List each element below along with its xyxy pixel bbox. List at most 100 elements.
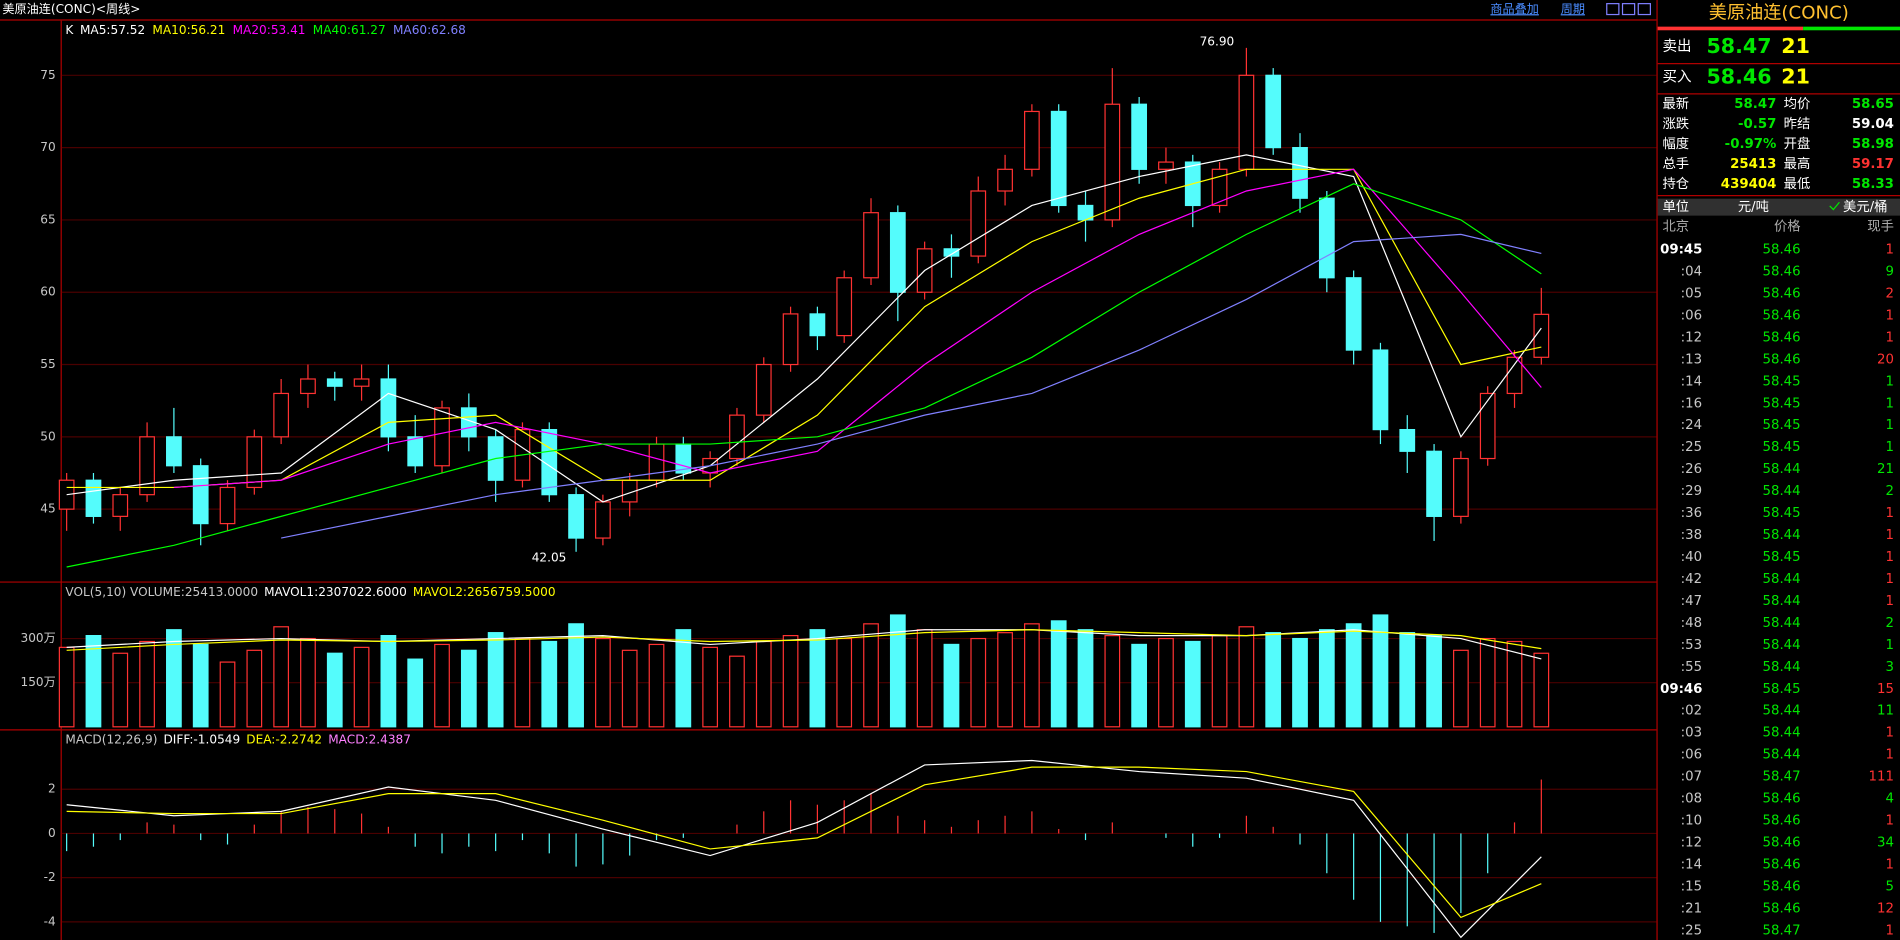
- tick-volume: 2: [1885, 616, 1893, 631]
- candle-body: [997, 168, 1013, 192]
- tick-time: :04: [1681, 264, 1702, 279]
- macd-legend: DIFF:-1.0549: [163, 733, 240, 747]
- tick-price: 58.44: [1763, 704, 1801, 719]
- mavol-line: [66, 629, 1542, 651]
- y-tick-label: -2: [44, 870, 56, 884]
- volume-bar: [1265, 632, 1282, 728]
- icon[interactable]: [1637, 3, 1651, 16]
- candle-body: [380, 378, 397, 438]
- tick-time: :06: [1681, 308, 1702, 323]
- candle-body: [809, 313, 826, 337]
- ma-line: [66, 183, 1542, 568]
- window-title: 美原油连(CONC)<周线>: [2, 1, 140, 16]
- candle-body: [112, 494, 129, 517]
- volume-bar: [621, 649, 638, 728]
- tick-volume: 1: [1885, 528, 1893, 543]
- candle-body: [970, 190, 987, 257]
- overlay-link[interactable]: 商品叠加: [1490, 1, 1538, 16]
- volume-bar: [434, 643, 450, 728]
- tick-time: 09:45: [1660, 243, 1702, 258]
- legend-entry: MA60:62.68: [393, 23, 466, 37]
- tick-time: :36: [1681, 506, 1702, 521]
- tick-time: :12: [1681, 836, 1702, 851]
- tick-time: :07: [1681, 770, 1702, 785]
- volume-bar: [943, 643, 960, 728]
- volume-bar: [889, 614, 906, 728]
- legend-entry: MA10:56.21: [152, 23, 225, 37]
- stat-label: 总手: [1663, 156, 1690, 172]
- candle-body: [1318, 197, 1335, 279]
- volume-bar: [1024, 623, 1040, 728]
- tick-price: 58.44: [1763, 594, 1801, 609]
- candle-body: [246, 436, 263, 489]
- volume-bar: [353, 646, 370, 728]
- stat-value: 58.33: [1852, 177, 1894, 192]
- window-icons[interactable]: [1606, 3, 1651, 16]
- tick-time: :06: [1681, 748, 1702, 763]
- volume-bar: [1506, 640, 1523, 728]
- volume-bar: [863, 623, 879, 728]
- volume-bar: [380, 635, 397, 728]
- stat-value: 439404: [1721, 177, 1777, 192]
- volume-bar: [487, 632, 504, 728]
- volume-bar: [836, 637, 853, 728]
- legend-label: K: [65, 23, 74, 37]
- sell-price: 58.47: [1706, 34, 1771, 58]
- icon[interactable]: [1621, 3, 1636, 16]
- tick-volume: 15: [1877, 682, 1894, 697]
- volume-bar: [1426, 635, 1442, 728]
- tick-volume: 9: [1885, 264, 1893, 279]
- legend-entry: MA20:53.41: [233, 23, 306, 37]
- tick-price: 58.45: [1763, 682, 1801, 697]
- tick-price: 58.44: [1763, 484, 1801, 499]
- tick-time: :12: [1681, 330, 1702, 345]
- y-tick-label: 45: [40, 502, 55, 516]
- candle-body: [273, 392, 290, 438]
- top-bar: [0, 0, 1657, 20]
- volume-bar: [1372, 614, 1389, 728]
- quote-title: 美原油连(CONC): [1709, 2, 1849, 23]
- period-link[interactable]: 周期: [1561, 2, 1585, 16]
- tick-time: :13: [1681, 352, 1702, 367]
- tick-time: :02: [1681, 704, 1702, 719]
- unit-option: 美元/桶: [1843, 199, 1887, 215]
- tick-price: 58.46: [1763, 243, 1801, 258]
- icon[interactable]: [1606, 3, 1620, 16]
- tick-price: 58.46: [1763, 264, 1801, 279]
- volume-bar: [112, 652, 129, 728]
- tick-time: :14: [1681, 374, 1702, 389]
- tick-volume: 1: [1885, 857, 1893, 872]
- volume-bar: [1318, 629, 1335, 728]
- ma-line: [66, 168, 1542, 489]
- volume-bar: [729, 655, 745, 728]
- y-tick-label: 60: [40, 285, 55, 299]
- volume-bar: [246, 649, 263, 728]
- tick-price: 58.45: [1763, 440, 1801, 455]
- volume-bar: [702, 646, 719, 728]
- tick-volume: 12: [1877, 901, 1894, 916]
- candle-body: [139, 436, 155, 496]
- candle-body: [943, 248, 960, 257]
- volume-legend: MAVOL1:2307022.6000: [264, 585, 407, 599]
- candle-body: [1131, 103, 1148, 170]
- stat-label: 持仓: [1663, 176, 1690, 192]
- volume-bar: [1184, 640, 1201, 728]
- tick-price: 58.46: [1763, 308, 1801, 323]
- stat-label: 幅度: [1663, 136, 1690, 152]
- candle-body: [1211, 168, 1228, 207]
- stat-value: 58.98: [1852, 137, 1894, 152]
- tick-time: :14: [1681, 857, 1702, 872]
- tick-volume: 1: [1885, 923, 1893, 938]
- y-tick-label: 55: [40, 357, 55, 371]
- tick-time: :24: [1681, 418, 1702, 433]
- volume-bar: [1238, 626, 1255, 728]
- stat-value: 58.65: [1852, 97, 1894, 112]
- tick-price: 58.47: [1763, 770, 1801, 785]
- volume-bar: [1077, 629, 1094, 728]
- volume-bar: [1399, 632, 1416, 728]
- tick-volume: 1: [1885, 506, 1893, 521]
- legend-entry: MA5:57.52: [80, 23, 145, 37]
- volume-bar: [300, 637, 316, 728]
- tick-price: 58.44: [1763, 462, 1801, 477]
- tick-volume: 1: [1885, 638, 1893, 653]
